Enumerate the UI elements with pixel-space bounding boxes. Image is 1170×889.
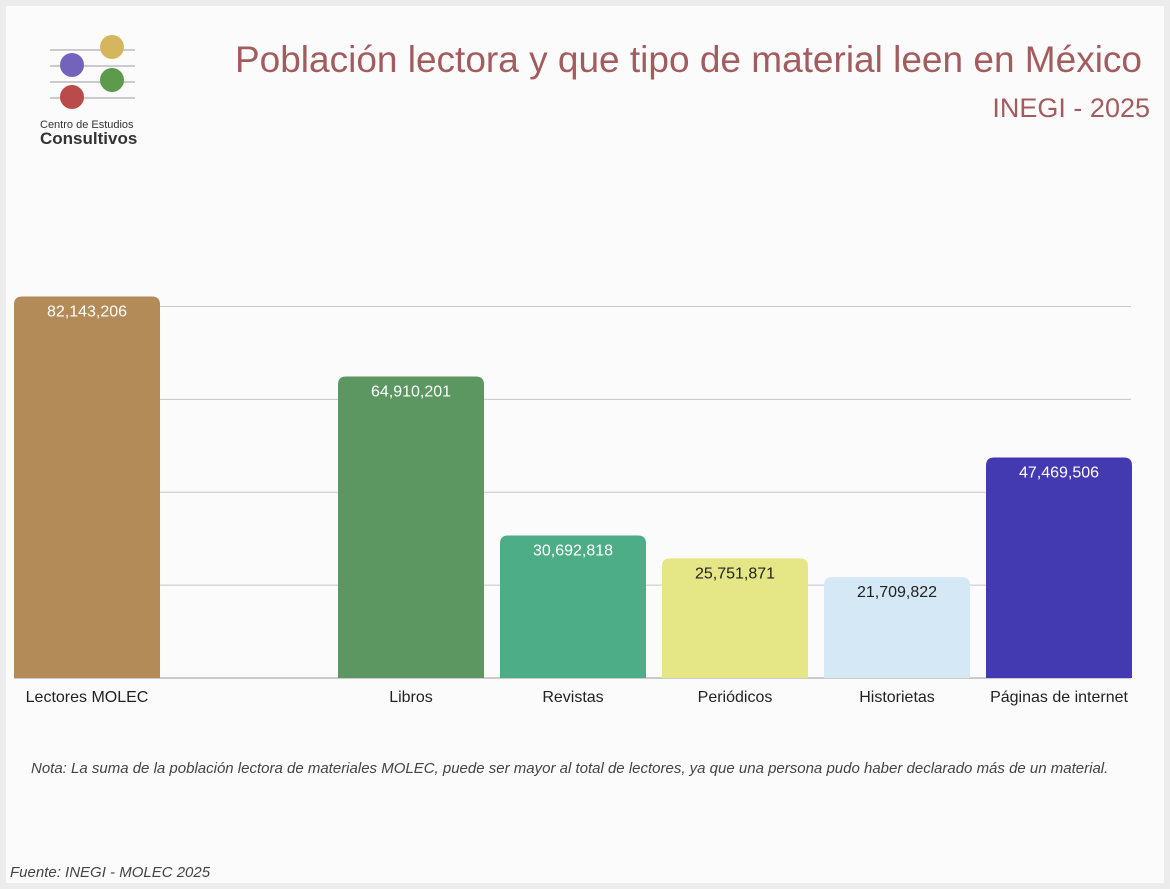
bar <box>500 535 646 678</box>
logo-dot <box>60 53 84 77</box>
bar <box>662 558 808 678</box>
value-label: 30,692,818 <box>533 542 613 559</box>
bar <box>986 457 1132 678</box>
value-label: 64,910,201 <box>371 384 451 401</box>
x-tick-label: Libros <box>389 689 433 706</box>
bar <box>14 296 160 678</box>
logo-text: Centro de Estudios <box>40 119 134 131</box>
x-tick-label: Periódicos <box>698 689 773 706</box>
logo-dot <box>100 35 124 59</box>
value-label: 82,143,206 <box>47 303 127 320</box>
source: Fuente: INEGI - MOLEC 2025 <box>10 864 211 881</box>
value-label: 47,469,506 <box>1019 465 1099 482</box>
chart-title: Población lectora y que tipo de material… <box>235 39 1142 80</box>
panel <box>6 6 1164 883</box>
value-label: 21,709,822 <box>857 584 937 601</box>
x-tick-label: Lectores MOLEC <box>26 689 149 706</box>
bar <box>824 577 970 678</box>
note: Nota: La suma de la población lectora de… <box>31 760 1109 777</box>
value-label: 25,751,871 <box>695 565 775 582</box>
logo-dot <box>100 68 124 92</box>
logo-text: Consultivos <box>40 129 137 148</box>
logo-dot <box>60 85 84 109</box>
logo: Centro de Estudios Consultivos <box>40 35 137 148</box>
x-tick-label: Páginas de internet <box>990 689 1128 706</box>
x-tick-label: Revistas <box>542 689 603 706</box>
chart-subtitle: INEGI - 2025 <box>992 93 1150 123</box>
x-tick-label: Historietas <box>859 689 935 706</box>
bar <box>338 376 484 678</box>
